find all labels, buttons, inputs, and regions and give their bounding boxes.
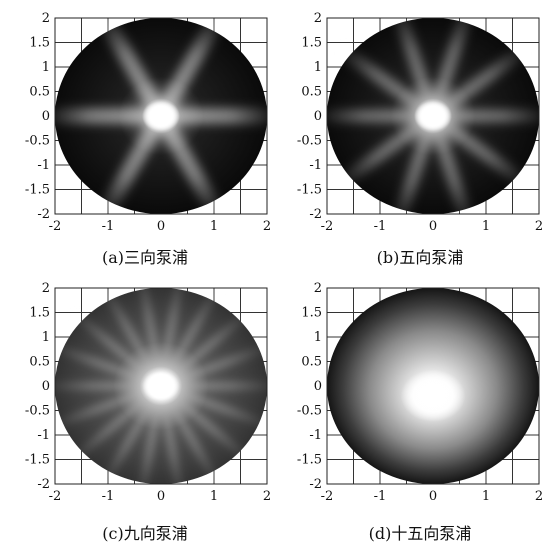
y-tick-label: 1: [42, 60, 50, 75]
caption-a: (a)三向泵浦: [101, 248, 189, 267]
x-tick-label: -1: [374, 219, 387, 234]
y-tick-label: 2: [42, 11, 50, 26]
y-tick-label: -2: [309, 207, 322, 222]
y-tick-label: -1: [309, 428, 322, 443]
y-tick-label: -0.5: [25, 404, 50, 419]
y-tick-label: -2: [309, 477, 322, 492]
panel-c: -2 -1 0 1 2 2 1.5 1 0.5 0 -0.5 -1 -1.5 -2: [25, 281, 271, 504]
y-tick-label: -1: [309, 158, 322, 173]
x-tick-label: 1: [210, 219, 218, 234]
y-tick-label: 1: [42, 330, 50, 345]
axes-frame-b: [326, 17, 540, 215]
x-tick-label: 2: [263, 489, 271, 504]
y-tick-label: 1.5: [29, 36, 50, 51]
x-tick-label: -2: [321, 219, 334, 234]
y-tick-label: -2: [37, 477, 50, 492]
y-tick-label: 2: [42, 281, 50, 296]
center-hotspot: [142, 371, 180, 401]
y-tick-label: 0: [42, 109, 50, 124]
y-tick-label: 0.5: [29, 355, 50, 370]
y-tick-label: -1.5: [297, 183, 322, 198]
x-tick-label: -1: [374, 489, 387, 504]
y-tick-label: -1: [37, 158, 50, 173]
center-hotspot: [400, 369, 466, 422]
caption-d: (d)十五向泵浦: [368, 524, 472, 543]
y-tick-label: 0: [42, 379, 50, 394]
y-tick-label: 1.5: [301, 36, 322, 51]
x-tick-label: 1: [210, 489, 218, 504]
y-tick-label: 2: [314, 11, 322, 26]
x-tick-label: -1: [102, 489, 115, 504]
center-hotspot: [142, 101, 180, 131]
x-tick-label: 0: [157, 219, 165, 234]
y-tick-label: -0.5: [297, 134, 322, 149]
x-tick-label: 1: [482, 489, 490, 504]
y-tick-label: -1: [37, 428, 50, 443]
panel-a: -2 -1 0 1 2 2 1.5 1 0.5 0 -0.5 -1 -1.5 -2: [25, 11, 271, 234]
y-tick-label: 1.5: [301, 306, 322, 321]
x-tick-label: -2: [49, 219, 62, 234]
y-tick-label: 0: [314, 379, 322, 394]
intensity-disc-d: [327, 288, 539, 484]
x-tick-label: 0: [157, 489, 165, 504]
intensity-disc-a: [55, 18, 267, 214]
y-tick-label: 0.5: [29, 85, 50, 100]
x-tick-label: 0: [429, 489, 437, 504]
caption-c: (c)九向泵浦: [102, 524, 188, 543]
panel-d: -2 -1 0 1 2 2 1.5 1 0.5 0 -0.5 -1 -1.5 -2: [297, 281, 542, 504]
x-tick-label: 1: [482, 219, 490, 234]
center-hotspot: [414, 101, 452, 131]
x-tick-label: 0: [429, 219, 437, 234]
y-tick-label: 1: [314, 60, 322, 75]
x-tick-label: 2: [535, 219, 542, 234]
y-tick-label: 2: [314, 281, 322, 296]
y-tick-label: -1.5: [297, 453, 322, 468]
intensity-disc-c: [55, 288, 267, 484]
y-tick-label: 0.5: [301, 85, 322, 100]
y-tick-label: -1.5: [25, 183, 50, 198]
y-tick-label: 0: [314, 109, 322, 124]
caption-b: (b)五向泵浦: [376, 248, 464, 267]
y-tick-label: -1.5: [25, 453, 50, 468]
x-tick-label: 2: [263, 219, 271, 234]
x-tick-label: 2: [535, 489, 542, 504]
y-tick-label: 1.5: [29, 306, 50, 321]
y-tick-label: 0.5: [301, 355, 322, 370]
axes-frame-d: [326, 287, 540, 485]
intensity-disc-b: [327, 18, 539, 214]
x-tick-label: -1: [102, 219, 115, 234]
x-tick-label: -2: [321, 489, 334, 504]
panel-b: -2 -1 0 1 2 2 1.5 1 0.5 0 -0.5 -1 -1.5 -2: [297, 11, 542, 234]
x-tick-label: -2: [49, 489, 62, 504]
y-tick-label: -0.5: [25, 134, 50, 149]
y-tick-label: 1: [314, 330, 322, 345]
y-tick-label: -0.5: [297, 404, 322, 419]
axes-frame-c: [54, 287, 268, 485]
axes-frame-a: [54, 17, 268, 215]
y-tick-label: -2: [37, 207, 50, 222]
